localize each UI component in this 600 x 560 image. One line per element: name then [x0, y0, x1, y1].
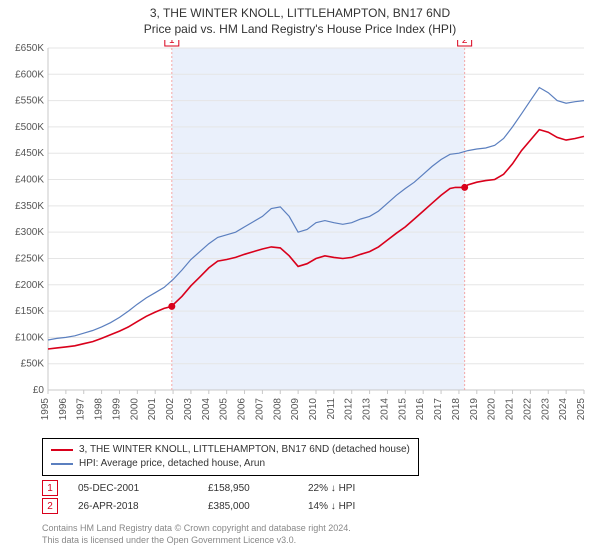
chart-title-line1: 3, THE WINTER KNOLL, LITTLEHAMPTON, BN17… — [0, 6, 600, 22]
footer-line: This data is licensed under the Open Gov… — [42, 535, 351, 547]
svg-text:1: 1 — [169, 40, 175, 46]
svg-text:2021: 2021 — [505, 398, 516, 421]
svg-text:2001: 2001 — [147, 398, 158, 421]
footer-line: Contains HM Land Registry data © Crown c… — [42, 523, 351, 535]
legend: 3, THE WINTER KNOLL, LITTLEHAMPTON, BN17… — [42, 438, 419, 476]
transaction-marker-badge: 2 — [42, 498, 58, 514]
transaction-row: 2 26-APR-2018 £385,000 14% ↓ HPI — [42, 497, 408, 515]
svg-text:£250K: £250K — [15, 253, 44, 264]
svg-text:1997: 1997 — [76, 398, 87, 421]
transaction-date: 26-APR-2018 — [78, 501, 208, 512]
transactions-table: 1 05-DEC-2001 £158,950 22% ↓ HPI 2 26-AP… — [42, 479, 408, 515]
chart-title-line2: Price paid vs. HM Land Registry's House … — [0, 22, 600, 38]
svg-text:2012: 2012 — [344, 398, 355, 421]
transaction-price: £158,950 — [208, 483, 308, 494]
svg-text:2013: 2013 — [362, 398, 373, 421]
svg-text:£550K: £550K — [15, 96, 44, 107]
svg-text:2005: 2005 — [219, 398, 230, 421]
svg-text:2019: 2019 — [469, 398, 480, 421]
svg-text:1995: 1995 — [40, 398, 51, 421]
svg-text:2024: 2024 — [558, 398, 569, 421]
transaction-price: £385,000 — [208, 501, 308, 512]
svg-text:2017: 2017 — [433, 398, 444, 421]
svg-text:2015: 2015 — [397, 398, 408, 421]
svg-text:2018: 2018 — [451, 398, 462, 421]
footer-attribution: Contains HM Land Registry data © Crown c… — [42, 523, 351, 546]
svg-text:£650K: £650K — [15, 43, 44, 54]
svg-text:£100K: £100K — [15, 332, 44, 343]
svg-text:£350K: £350K — [15, 201, 44, 212]
svg-text:2020: 2020 — [487, 398, 498, 421]
svg-text:2000: 2000 — [129, 398, 140, 421]
transaction-diff: 22% ↓ HPI — [308, 483, 408, 494]
svg-text:2011: 2011 — [326, 398, 337, 420]
legend-swatch — [51, 449, 73, 451]
svg-text:2022: 2022 — [522, 398, 533, 421]
svg-text:£150K: £150K — [15, 306, 44, 317]
price-chart: £0 £50K £100K £150K £200K £250K £300K £350K £400… — [0, 40, 600, 430]
svg-text:2008: 2008 — [272, 398, 283, 421]
transaction-date: 05-DEC-2001 — [78, 483, 208, 494]
svg-text:£450K: £450K — [15, 148, 44, 159]
transaction-row: 1 05-DEC-2001 £158,950 22% ↓ HPI — [42, 479, 408, 497]
svg-text:£50K: £50K — [21, 359, 45, 370]
svg-text:£0: £0 — [33, 385, 45, 396]
svg-text:1996: 1996 — [58, 398, 69, 421]
transaction-diff: 14% ↓ HPI — [308, 501, 408, 512]
svg-text:2010: 2010 — [308, 398, 319, 421]
svg-text:£300K: £300K — [15, 227, 44, 238]
svg-text:2003: 2003 — [183, 398, 194, 421]
svg-text:2016: 2016 — [415, 398, 426, 421]
svg-text:2014: 2014 — [379, 398, 390, 421]
svg-text:£400K: £400K — [15, 175, 44, 186]
svg-text:2006: 2006 — [237, 398, 248, 421]
svg-text:2004: 2004 — [201, 398, 212, 421]
svg-text:£200K: £200K — [15, 280, 44, 291]
legend-item: 3, THE WINTER KNOLL, LITTLEHAMPTON, BN17… — [51, 443, 410, 457]
svg-text:2009: 2009 — [290, 398, 301, 421]
svg-text:2007: 2007 — [254, 398, 265, 421]
legend-label: 3, THE WINTER KNOLL, LITTLEHAMPTON, BN17… — [79, 443, 410, 457]
svg-text:£500K: £500K — [15, 122, 44, 133]
transaction-marker-badge: 1 — [42, 480, 58, 496]
svg-text:2023: 2023 — [540, 398, 551, 421]
svg-text:2025: 2025 — [576, 398, 587, 421]
legend-swatch — [51, 463, 73, 465]
svg-text:£600K: £600K — [15, 69, 44, 80]
svg-text:2002: 2002 — [165, 398, 176, 421]
svg-text:2: 2 — [462, 40, 468, 46]
legend-item: HPI: Average price, detached house, Arun — [51, 457, 410, 471]
svg-text:1998: 1998 — [94, 398, 105, 421]
svg-text:1999: 1999 — [111, 398, 122, 421]
legend-label: HPI: Average price, detached house, Arun — [79, 457, 265, 471]
